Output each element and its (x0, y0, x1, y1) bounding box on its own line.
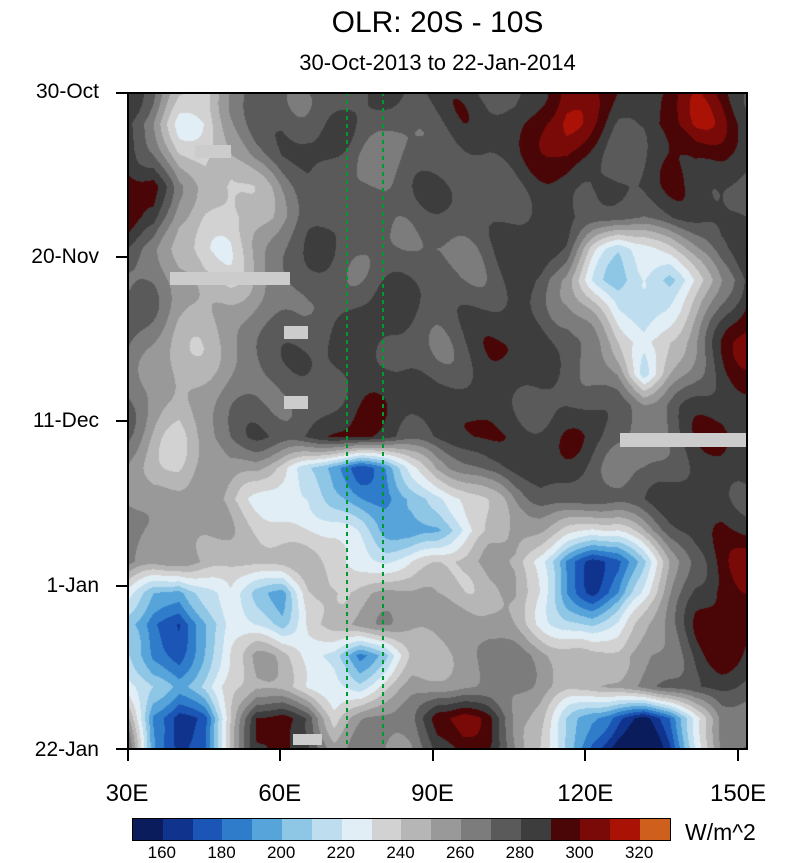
y-axis-label: 1-Jan (46, 573, 99, 597)
colorbar-cell (610, 819, 641, 840)
colorbar-tick-label: 160 (147, 843, 177, 862)
colorbar-cell (461, 819, 491, 840)
missing-data-bar (284, 326, 308, 339)
colorbar-cell (222, 819, 253, 840)
colorbar-cell (133, 819, 163, 840)
x-axis-tick (431, 750, 434, 761)
x-axis-tick (278, 750, 281, 761)
colorbar-cell (192, 819, 223, 840)
colorbar-cell (252, 819, 283, 840)
colorbar-cell (341, 819, 372, 840)
missing-data-bar (292, 733, 322, 746)
y-axis-tick (116, 748, 127, 750)
y-axis-label: 11-Dec (32, 409, 99, 432)
x-axis-tick (127, 750, 129, 761)
y-axis-label: 22-Jan (34, 738, 99, 761)
heatmap-canvas (127, 92, 748, 750)
plot-canvas-layer (127, 92, 748, 750)
missing-data-bar (169, 272, 290, 285)
colorbar-unit-label: W/m^2 (685, 819, 756, 845)
x-axis-label: 120E (557, 780, 614, 807)
y-axis-label: 20-Nov (31, 244, 99, 268)
reference-line (345, 92, 348, 750)
colorbar-cell (580, 819, 611, 840)
page-title: OLR: 20S - 10S (331, 6, 544, 39)
colorbar-cell (401, 819, 432, 840)
y-axis-tick (116, 255, 127, 258)
colorbar-tick-label: 180 (207, 843, 236, 862)
y-axis-tick (116, 584, 127, 587)
missing-data-bar (284, 396, 308, 409)
colorbar-tick-label: 300 (565, 843, 594, 862)
missing-data-bar (195, 145, 231, 159)
colorbar-tick-label: 240 (386, 843, 415, 862)
colorbar-cell (311, 819, 342, 840)
colorbar-cell (162, 819, 193, 840)
y-axis-tick (116, 420, 127, 422)
colorbar-tick-label: 200 (266, 843, 296, 862)
x-axis-label: 30E (105, 780, 149, 807)
colorbar-cell (431, 819, 462, 840)
colorbar-tick-label: 220 (326, 843, 356, 862)
x-axis-label: 150E (710, 780, 767, 807)
subtitle: 30-Oct-2013 to 22-Jan-2014 (299, 50, 576, 75)
colorbar-cell (520, 819, 551, 840)
plot-area (116, 92, 748, 761)
colorbar-cell (371, 819, 402, 840)
y-axis-tick (116, 92, 127, 94)
y-axis-labels: 30-Oct 20-Nov 11-Dec 1-Jan 22-Jan (0, 80, 113, 761)
x-axis-tick (584, 750, 587, 761)
x-axis-label: 60E (258, 780, 302, 807)
colorbar (132, 818, 671, 841)
colorbar-labels: 160 180 200 220 240 260 280 300 320 (132, 843, 669, 862)
colorbar-tick-label: 260 (445, 843, 475, 862)
colorbar-tick-label: 280 (505, 843, 535, 862)
colorbar-cell (640, 819, 670, 840)
y-axis-label: 30-Oct (35, 80, 99, 103)
x-axis-labels: 30E 60E 90E 120E 150E (106, 780, 766, 810)
colorbar-cell (550, 819, 581, 840)
colorbar-tick-label: 320 (624, 843, 654, 862)
x-axis-tick (737, 750, 740, 761)
reference-line (381, 92, 384, 750)
missing-data-bar (620, 432, 748, 447)
colorbar-cell (490, 819, 521, 840)
colorbar-cell (282, 819, 312, 840)
x-axis-label: 90E (411, 780, 454, 807)
